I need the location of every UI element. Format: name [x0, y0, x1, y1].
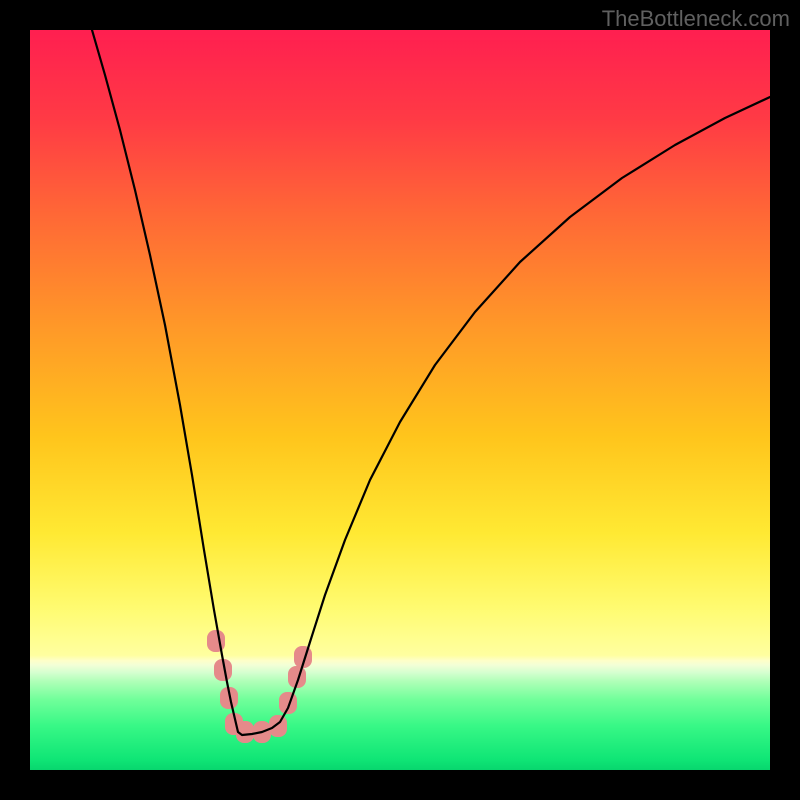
bottleneck-curve: [30, 30, 770, 770]
watermark-text: TheBottleneck.com: [602, 6, 790, 32]
chart-frame: TheBottleneck.com: [0, 0, 800, 800]
curve-path: [92, 30, 770, 735]
curve-marker: [279, 692, 297, 714]
curve-marker: [207, 630, 225, 652]
curve-marker: [269, 715, 287, 737]
plot-area: [30, 30, 770, 770]
